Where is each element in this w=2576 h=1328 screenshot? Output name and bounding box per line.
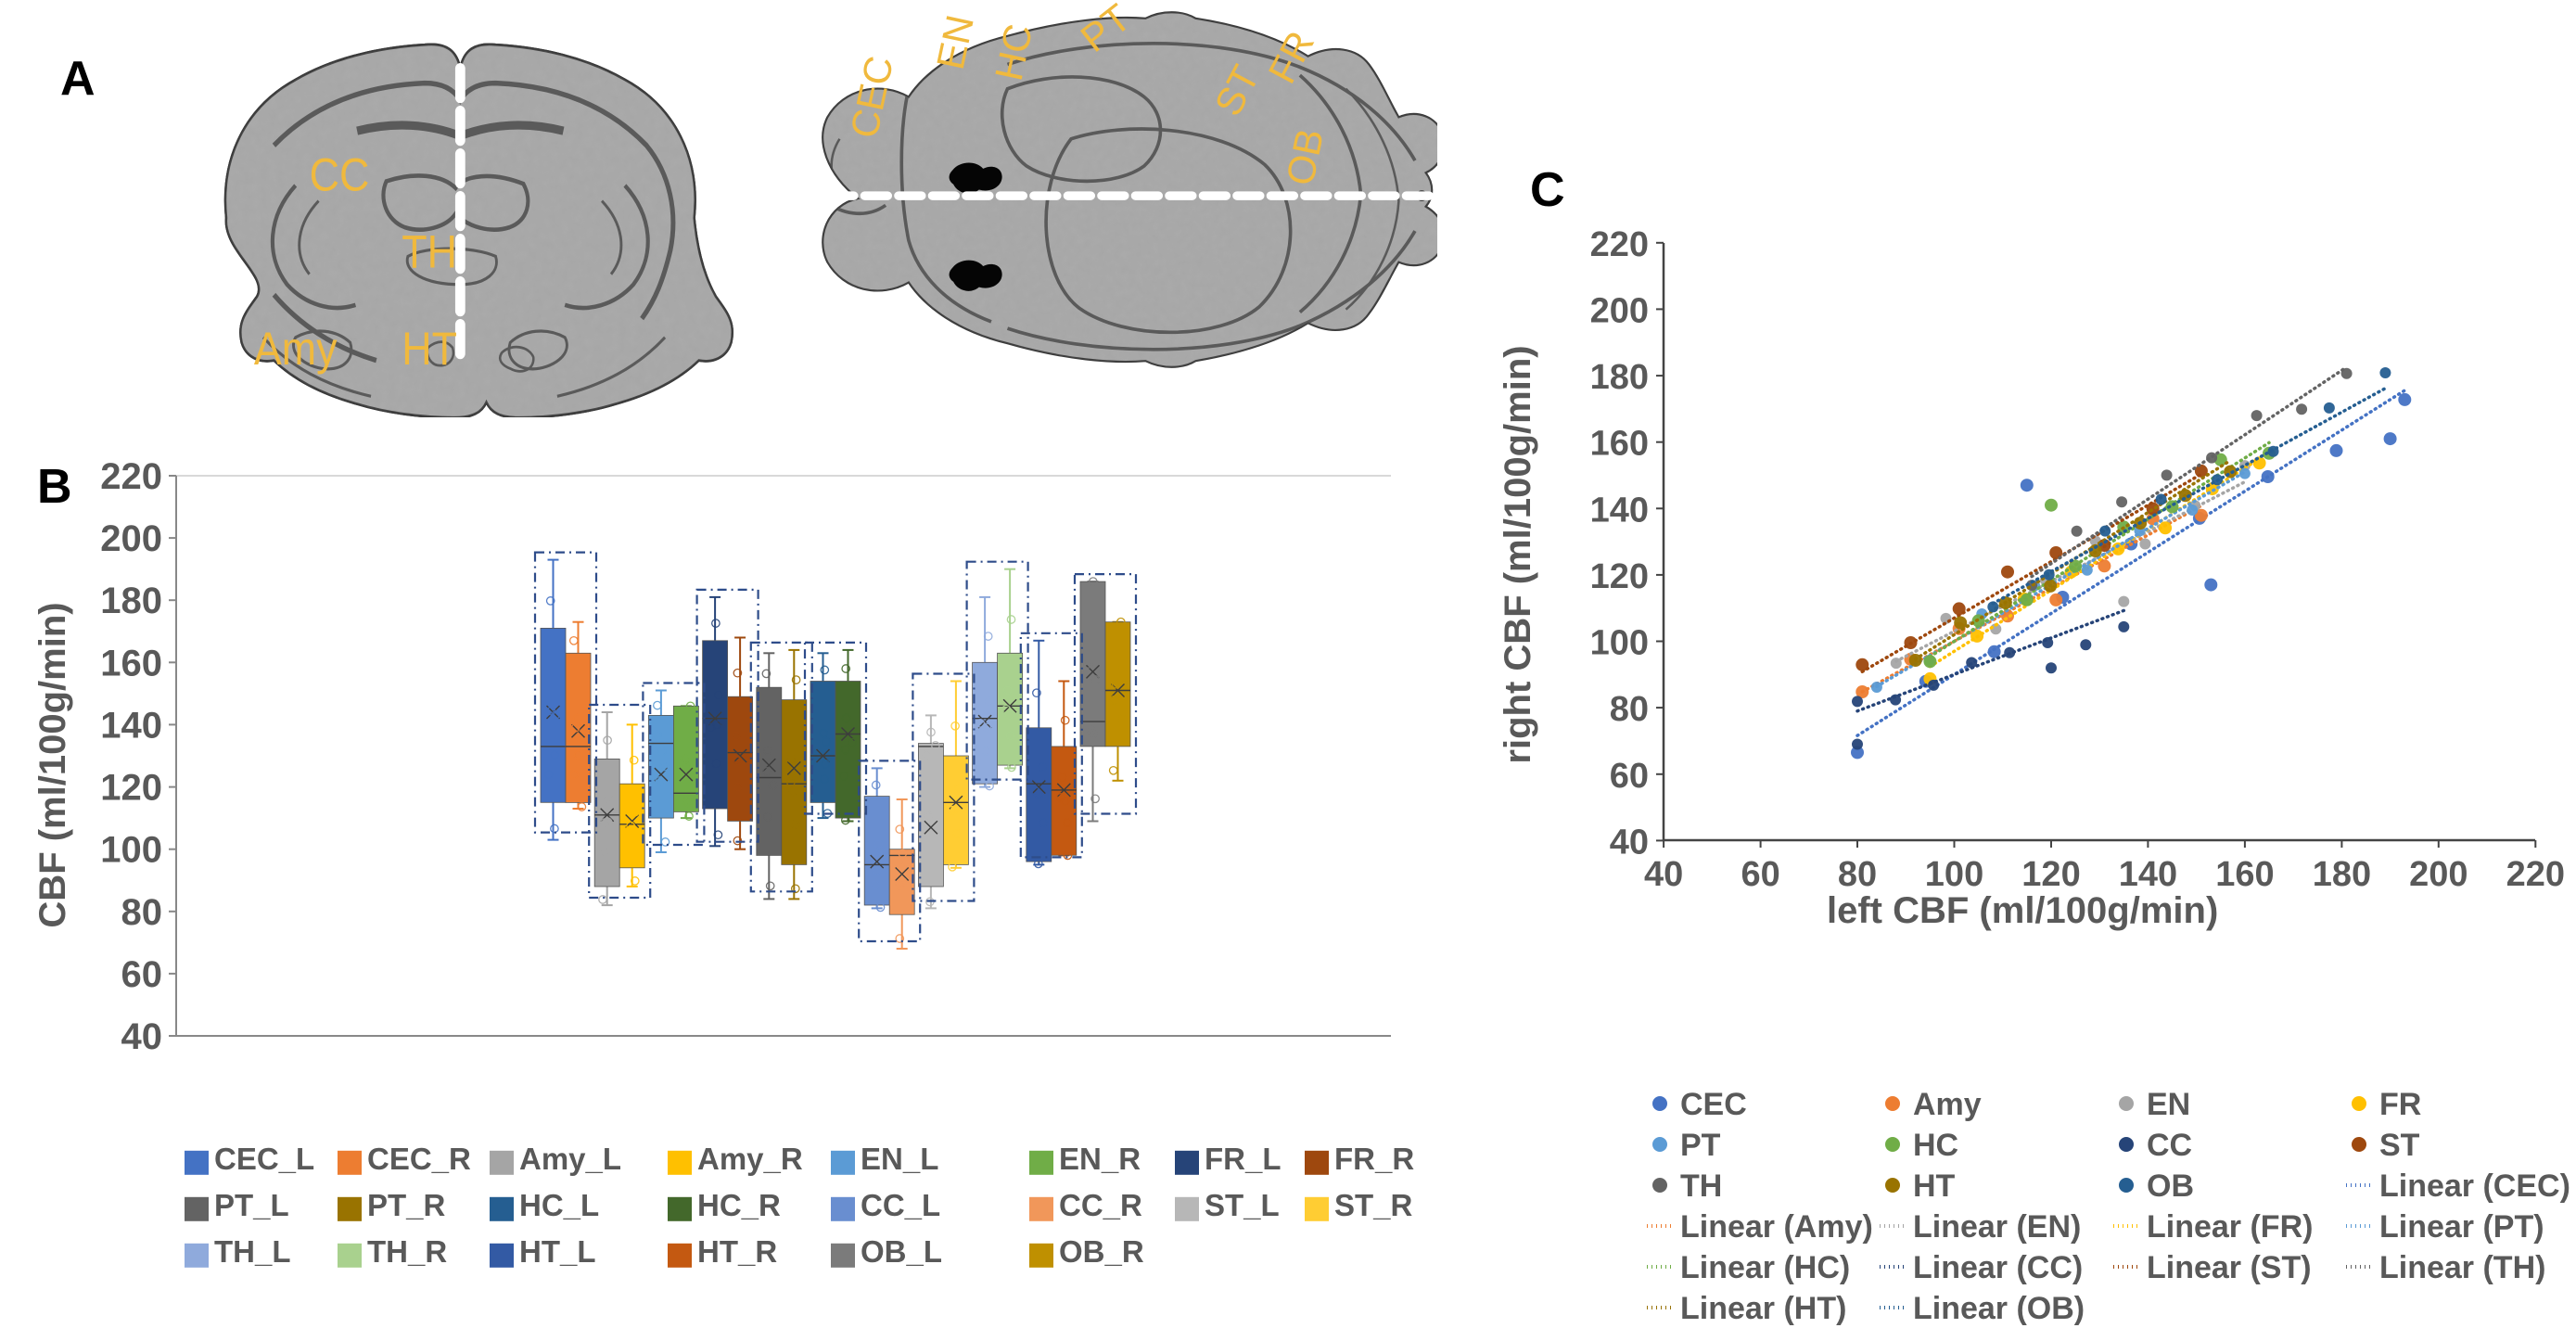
svg-text:180: 180 [2313, 855, 2371, 894]
svg-text:Linear (CC): Linear (CC) [1913, 1250, 2083, 1285]
svg-text:120: 120 [1590, 557, 1649, 596]
svg-text:Linear (PT): Linear (PT) [2379, 1209, 2544, 1245]
svg-text:EN_L: EN_L [861, 1142, 938, 1176]
svg-text:OB_L: OB_L [861, 1234, 942, 1269]
svg-text:FR_L: FR_L [1205, 1142, 1282, 1176]
svg-text:80: 80 [121, 892, 163, 933]
svg-text:Amy: Amy [254, 324, 338, 376]
svg-text:160: 160 [100, 643, 162, 683]
svg-text:180: 180 [1590, 358, 1649, 397]
svg-text:right CBF (ml/100g/min): right CBF (ml/100g/min) [1498, 345, 1538, 763]
svg-text:Amy: Amy [1913, 1087, 1982, 1122]
svg-text:100: 100 [1925, 855, 1983, 894]
svg-text:PT_R: PT_R [367, 1188, 446, 1222]
svg-text:CC_R: CC_R [1059, 1188, 1142, 1222]
svg-text:Amy_L: Amy_L [519, 1142, 621, 1176]
svg-text:Linear (OB): Linear (OB) [1913, 1291, 2085, 1326]
svg-text:ST_L: ST_L [1205, 1188, 1280, 1222]
svg-text:EN: EN [2147, 1087, 2190, 1122]
svg-text:CC: CC [2147, 1128, 2192, 1163]
svg-text:HT_L: HT_L [519, 1234, 596, 1269]
svg-text:Linear (TH): Linear (TH) [2379, 1250, 2545, 1285]
svg-text:200: 200 [2409, 855, 2468, 894]
svg-text:220: 220 [100, 459, 162, 497]
svg-text:80: 80 [1610, 690, 1649, 729]
svg-text:PT: PT [1680, 1128, 1721, 1163]
svg-text:60: 60 [1741, 855, 1779, 894]
svg-text:ST: ST [2379, 1128, 2420, 1163]
svg-text:OB_R: OB_R [1059, 1234, 1144, 1269]
svg-text:40: 40 [1644, 855, 1683, 894]
svg-text:120: 120 [100, 768, 162, 809]
svg-text:HT: HT [1913, 1168, 1956, 1204]
svg-text:left CBF (ml/100g/min): left CBF (ml/100g/min) [1827, 890, 2218, 931]
svg-text:CEC_R: CEC_R [367, 1142, 471, 1176]
svg-text:HT_R: HT_R [697, 1234, 777, 1269]
svg-text:140: 140 [1590, 491, 1649, 530]
svg-text:FR: FR [2379, 1087, 2421, 1122]
svg-text:160: 160 [1590, 425, 1649, 464]
svg-text:Linear (HC): Linear (HC) [1680, 1250, 1850, 1285]
svg-text:EN_R: EN_R [1059, 1142, 1141, 1176]
svg-text:OB: OB [2147, 1168, 2194, 1204]
svg-text:TH_L: TH_L [214, 1234, 291, 1269]
svg-text:HT: HT [402, 324, 457, 376]
svg-text:100: 100 [1590, 624, 1649, 663]
svg-text:220: 220 [1590, 225, 1649, 264]
svg-text:TH_R: TH_R [367, 1234, 447, 1269]
svg-text:220: 220 [2506, 855, 2565, 894]
svg-text:60: 60 [1610, 757, 1649, 796]
svg-text:PT_L: PT_L [214, 1188, 289, 1222]
svg-text:CC_L: CC_L [861, 1188, 940, 1222]
svg-text:TH: TH [1680, 1168, 1722, 1204]
svg-text:Linear (ST): Linear (ST) [2147, 1250, 2312, 1285]
svg-text:Linear (FR): Linear (FR) [2147, 1209, 2313, 1245]
svg-text:60: 60 [121, 954, 163, 995]
svg-text:CC: CC [310, 149, 370, 201]
svg-text:120: 120 [2021, 855, 2080, 894]
svg-text:Linear (EN): Linear (EN) [1913, 1209, 2081, 1245]
svg-text:Amy_R: Amy_R [697, 1142, 803, 1176]
svg-text:160: 160 [2215, 855, 2274, 894]
svg-text:Linear (Amy): Linear (Amy) [1680, 1209, 1873, 1245]
svg-text:Linear (HT): Linear (HT) [1680, 1291, 1846, 1326]
svg-text:CEC_L: CEC_L [214, 1142, 314, 1176]
svg-text:140: 140 [2119, 855, 2177, 894]
svg-text:FR_R: FR_R [1334, 1142, 1414, 1176]
svg-text:100: 100 [100, 830, 162, 871]
svg-text:HC_R: HC_R [697, 1188, 781, 1222]
svg-text:HC_L: HC_L [519, 1188, 599, 1222]
svg-text:TH: TH [402, 226, 457, 278]
svg-text:CBF (ml/100g/min): CBF (ml/100g/min) [32, 602, 73, 927]
svg-text:40: 40 [1610, 823, 1649, 862]
svg-text:CEC: CEC [1680, 1087, 1747, 1122]
svg-text:80: 80 [1838, 855, 1877, 894]
svg-text:140: 140 [100, 705, 162, 746]
svg-text:200: 200 [1590, 291, 1649, 330]
svg-text:180: 180 [100, 581, 162, 621]
svg-text:40: 40 [121, 1016, 163, 1057]
svg-text:ST_R: ST_R [1334, 1188, 1413, 1222]
svg-text:200: 200 [100, 518, 162, 559]
svg-text:Linear (CEC): Linear (CEC) [2379, 1168, 2570, 1204]
svg-text:HC: HC [1913, 1128, 1958, 1163]
